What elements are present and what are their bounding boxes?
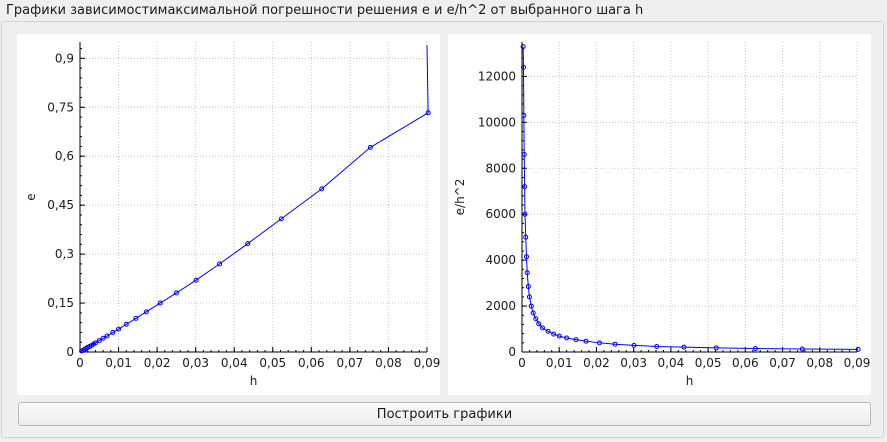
y-tick-label: 0 [66,345,74,359]
data-point-marker [556,333,562,339]
series-line [522,46,859,350]
data-point-marker [217,261,223,267]
x-tick-label: 0,07 [337,356,364,370]
data-point-marker [545,328,551,334]
plot-error: 0 0,01 0,02 0,03 0,04 0,05 0,06 0,07 0,08 0,09 0 0,… [17,34,440,395]
data-point-marker [367,144,373,150]
x-tick-label: 0,02 [144,356,171,370]
y-tick-label: 0,75 [47,100,74,114]
data-point-marker [533,316,539,322]
data-point-marker [173,290,179,296]
data-point-marker [520,64,526,70]
x-tick-label: 0,06 [298,356,325,370]
data-point-marker [157,300,163,306]
data-point-marker [596,340,602,346]
y-tick-label: 6000 [485,207,516,221]
data-point-marker [530,310,536,316]
x-tick-label: 0 [76,356,84,370]
data-point-marker [319,186,325,192]
data-point-marker [564,335,570,341]
y-tick-label: 0,3 [55,247,74,261]
plot-error-over-h2: 0 0,01 0,02 0,03 0,04 0,05 0,06 0,07 0,08 0,09 0 20… [448,34,871,395]
data-point-marker [631,342,637,348]
data-point-marker [92,340,98,346]
data-point-marker [528,303,534,309]
x-tick-label: 0 [518,356,526,370]
y-tick-label: 0,15 [47,296,74,310]
data-point-marker [752,346,758,352]
data-point-marker [521,112,527,118]
y-axis-title: e [24,193,38,200]
data-point-marker [525,284,531,290]
data-point-marker [539,325,545,331]
data-point-marker [523,254,529,260]
x-tick-label: 0,04 [221,356,248,370]
y-tick-label: 0,9 [55,51,74,65]
x-axis-title: h [686,374,694,388]
x-tick-label: 0,06 [732,356,759,370]
data-point-marker [573,337,579,343]
data-point-marker [522,211,528,217]
x-tick-label: 0,09 [414,356,440,370]
data-point-marker [521,152,527,158]
x-tick-label: 0,09 [844,356,871,370]
y-tick-label: 10000 [478,115,516,129]
data-point-marker [713,345,719,351]
y-axis-title: e/h^2 [453,179,467,216]
data-point-marker [524,270,530,276]
data-point-marker [612,341,618,347]
x-tick-label: 0,01 [546,356,573,370]
data-point-marker [681,344,687,350]
y-tick-label: 0,6 [55,149,74,163]
y-tick-label: 8000 [485,161,516,175]
data-point-marker [551,331,557,337]
data-point-marker [116,326,122,332]
data-point-marker [654,343,660,349]
y-tick-label: 12000 [478,69,516,83]
data-point-marker [526,294,532,300]
y-tick-label: 2000 [485,299,516,313]
data-point-marker [799,346,805,352]
data-point-marker [245,241,251,247]
y-tick-label: 4000 [485,253,516,267]
y-tick-label: 0,45 [47,198,74,212]
groupbox-title: Графики зависимостимаксимальной погрешно… [6,3,644,18]
data-point-marker [110,329,116,335]
x-tick-label: 0,05 [259,356,286,370]
series-line [81,45,429,352]
data-point-marker [425,110,431,116]
x-tick-label: 0,08 [375,356,402,370]
data-point-marker [583,338,589,344]
data-point-marker [100,335,106,341]
data-point-marker [536,321,542,327]
data-point-marker [123,321,129,327]
data-point-marker [143,309,149,315]
data-point-marker [520,44,526,50]
x-tick-label: 0,01 [105,356,132,370]
x-tick-label: 0,07 [769,356,796,370]
x-tick-label: 0,05 [695,356,722,370]
x-tick-label: 0,08 [806,356,833,370]
build-plots-button[interactable]: Построить графики [18,402,871,426]
x-axis-title: h [250,374,258,388]
data-point-marker [523,234,529,240]
data-point-marker [96,338,102,344]
x-tick-label: 0,03 [620,356,647,370]
data-point-marker [522,184,528,190]
plot-error-over-h2-svg: 0 0,01 0,02 0,03 0,04 0,05 0,06 0,07 0,08 0,09 0 20… [453,42,871,388]
data-point-marker [193,277,199,283]
data-point-marker [104,333,110,339]
y-tick-label: 0 [508,345,516,359]
x-tick-label: 0,04 [658,356,685,370]
x-tick-label: 0,02 [583,356,610,370]
data-point-marker [278,216,284,222]
groupbox-frame [1,21,884,438]
data-point-marker [855,346,861,352]
data-point-marker [133,315,139,321]
x-tick-label: 0,03 [182,356,209,370]
plot-error-svg: 0 0,01 0,02 0,03 0,04 0,05 0,06 0,07 0,08 0,09 0 0,… [24,42,440,388]
